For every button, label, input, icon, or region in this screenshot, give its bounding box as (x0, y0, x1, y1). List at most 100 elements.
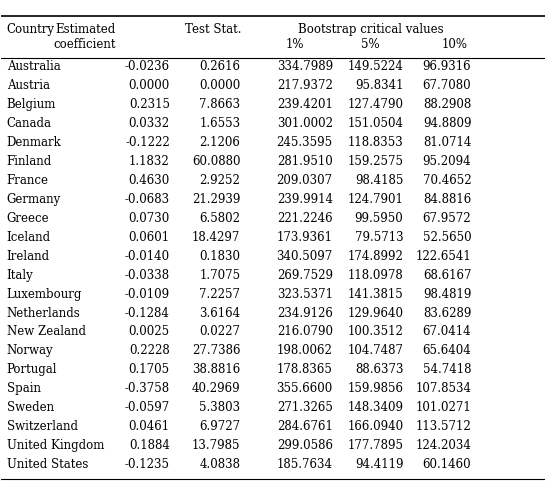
Text: 0.0000: 0.0000 (199, 79, 240, 92)
Text: Bootstrap critical values: Bootstrap critical values (298, 23, 443, 36)
Text: 81.0714: 81.0714 (423, 136, 471, 149)
Text: 129.9640: 129.9640 (347, 307, 403, 319)
Text: Germany: Germany (7, 193, 61, 206)
Text: Country: Country (7, 23, 55, 36)
Text: 52.5650: 52.5650 (423, 231, 471, 244)
Text: 65.6404: 65.6404 (423, 344, 471, 357)
Text: 96.9316: 96.9316 (423, 60, 471, 74)
Text: 355.6600: 355.6600 (276, 382, 333, 395)
Text: 1%: 1% (286, 38, 304, 51)
Text: United States: United States (7, 458, 88, 471)
Text: 239.4201: 239.4201 (277, 98, 333, 111)
Text: -0.1284: -0.1284 (125, 307, 170, 319)
Text: 7.8663: 7.8663 (199, 98, 240, 111)
Text: 185.7634: 185.7634 (277, 458, 333, 471)
Text: 301.0002: 301.0002 (277, 117, 333, 130)
Text: 0.1884: 0.1884 (129, 439, 170, 452)
Text: -0.0109: -0.0109 (124, 288, 170, 300)
Text: 0.0461: 0.0461 (129, 420, 170, 433)
Text: 124.7901: 124.7901 (347, 193, 403, 206)
Text: 0.2228: 0.2228 (129, 344, 170, 357)
Text: 0.0025: 0.0025 (129, 325, 170, 339)
Text: 159.2575: 159.2575 (347, 155, 403, 168)
Text: 6.9727: 6.9727 (199, 420, 240, 433)
Text: 79.5713: 79.5713 (355, 231, 403, 244)
Text: 95.2094: 95.2094 (423, 155, 471, 168)
Text: 95.8341: 95.8341 (355, 79, 403, 92)
Text: 13.7985: 13.7985 (192, 439, 240, 452)
Text: 174.8992: 174.8992 (347, 250, 403, 263)
Text: 98.4185: 98.4185 (355, 174, 403, 187)
Text: 88.2908: 88.2908 (423, 98, 471, 111)
Text: Test Stat.: Test Stat. (185, 23, 241, 36)
Text: -0.0597: -0.0597 (124, 401, 170, 414)
Text: 10%: 10% (442, 38, 468, 51)
Text: 83.6289: 83.6289 (423, 307, 471, 319)
Text: Iceland: Iceland (7, 231, 51, 244)
Text: 94.8809: 94.8809 (423, 117, 471, 130)
Text: Luxembourg: Luxembourg (7, 288, 82, 300)
Text: 245.3595: 245.3595 (277, 136, 333, 149)
Text: 60.0880: 60.0880 (192, 155, 240, 168)
Text: 21.2939: 21.2939 (192, 193, 240, 206)
Text: United Kingdom: United Kingdom (7, 439, 104, 452)
Text: 234.9126: 234.9126 (277, 307, 333, 319)
Text: 5.3803: 5.3803 (199, 401, 240, 414)
Text: 5%: 5% (361, 38, 380, 51)
Text: 4.0838: 4.0838 (199, 458, 240, 471)
Text: 299.0586: 299.0586 (277, 439, 333, 452)
Text: 166.0940: 166.0940 (347, 420, 403, 433)
Text: 127.4790: 127.4790 (347, 98, 403, 111)
Text: 1.6553: 1.6553 (199, 117, 240, 130)
Text: 281.9510: 281.9510 (277, 155, 333, 168)
Text: Estimated: Estimated (55, 23, 115, 36)
Text: -0.1235: -0.1235 (125, 458, 170, 471)
Text: 0.0601: 0.0601 (129, 231, 170, 244)
Text: Spain: Spain (7, 382, 41, 395)
Text: 159.9856: 159.9856 (347, 382, 403, 395)
Text: 198.0062: 198.0062 (277, 344, 333, 357)
Text: 0.1830: 0.1830 (199, 250, 240, 263)
Text: Denmark: Denmark (7, 136, 62, 149)
Text: -0.0236: -0.0236 (124, 60, 170, 74)
Text: Switzerland: Switzerland (7, 420, 78, 433)
Text: 3.6164: 3.6164 (199, 307, 240, 319)
Text: 209.0307: 209.0307 (277, 174, 333, 187)
Text: 221.2246: 221.2246 (277, 212, 333, 225)
Text: Greece: Greece (7, 212, 50, 225)
Text: 124.2034: 124.2034 (416, 439, 471, 452)
Text: Norway: Norway (7, 344, 54, 357)
Text: 88.6373: 88.6373 (355, 364, 403, 376)
Text: 2.9252: 2.9252 (199, 174, 240, 187)
Text: 0.2315: 0.2315 (129, 98, 170, 111)
Text: 118.8353: 118.8353 (348, 136, 403, 149)
Text: 149.5224: 149.5224 (347, 60, 403, 74)
Text: 271.3265: 271.3265 (277, 401, 333, 414)
Text: 118.0978: 118.0978 (348, 269, 403, 282)
Text: 141.3815: 141.3815 (348, 288, 403, 300)
Text: 84.8816: 84.8816 (423, 193, 471, 206)
Text: 100.3512: 100.3512 (347, 325, 403, 339)
Text: Austria: Austria (7, 79, 50, 92)
Text: Portugal: Portugal (7, 364, 57, 376)
Text: -0.0140: -0.0140 (124, 250, 170, 263)
Text: 1.7075: 1.7075 (199, 269, 240, 282)
Text: 216.0790: 216.0790 (277, 325, 333, 339)
Text: 1.1832: 1.1832 (129, 155, 170, 168)
Text: 122.6541: 122.6541 (416, 250, 471, 263)
Text: 148.3409: 148.3409 (347, 401, 403, 414)
Text: 239.9914: 239.9914 (277, 193, 333, 206)
Text: 38.8816: 38.8816 (192, 364, 240, 376)
Text: 40.2969: 40.2969 (192, 382, 240, 395)
Text: 107.8534: 107.8534 (416, 382, 471, 395)
Text: 217.9372: 217.9372 (277, 79, 333, 92)
Text: Italy: Italy (7, 269, 33, 282)
Text: 0.1705: 0.1705 (129, 364, 170, 376)
Text: New Zealand: New Zealand (7, 325, 86, 339)
Text: 101.0271: 101.0271 (416, 401, 471, 414)
Text: Sweden: Sweden (7, 401, 54, 414)
Text: Ireland: Ireland (7, 250, 50, 263)
Text: 7.2257: 7.2257 (199, 288, 240, 300)
Text: 178.8365: 178.8365 (277, 364, 333, 376)
Text: 334.7989: 334.7989 (277, 60, 333, 74)
